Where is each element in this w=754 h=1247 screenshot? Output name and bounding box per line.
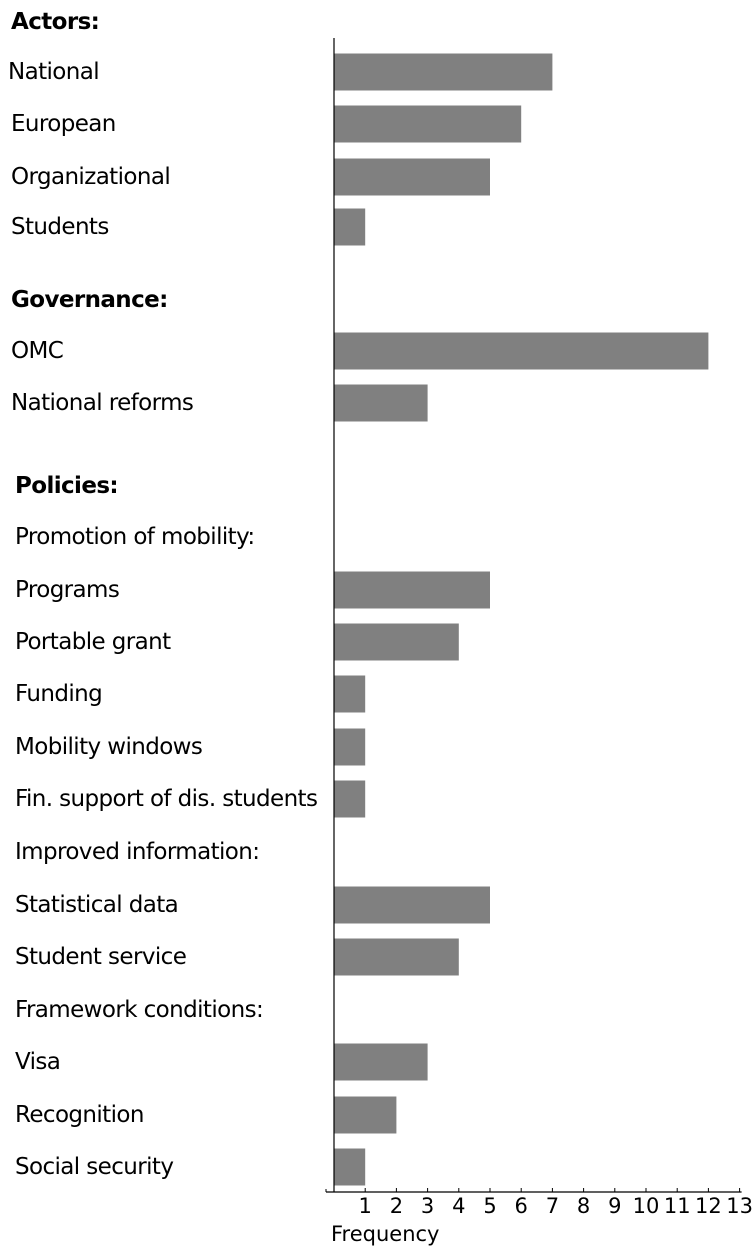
row-label: Actors: [11, 9, 99, 35]
tick-label: 2 [390, 1194, 403, 1218]
tick-label: 7 [546, 1194, 559, 1218]
tick-label: 12 [695, 1194, 722, 1218]
x-axis-title: Frequency [331, 1222, 440, 1246]
bar [334, 332, 709, 370]
bars [334, 53, 709, 1186]
tick-label: 13 [726, 1194, 753, 1218]
row-label: National [8, 59, 99, 85]
row-label: National reforms [11, 390, 193, 416]
row-label: Framework conditions: [15, 997, 263, 1023]
row-label: Social security [15, 1154, 173, 1180]
bar [334, 571, 490, 609]
row-label: Visa [15, 1049, 60, 1075]
row-label: Funding [15, 681, 102, 707]
row-label: Portable grant [15, 629, 171, 655]
bar [334, 384, 428, 422]
row-label: Promotion of mobility: [15, 524, 255, 550]
tick-label: 8 [577, 1194, 590, 1218]
tick-label: 10 [633, 1194, 660, 1218]
row-label: Mobility windows [15, 734, 202, 760]
bar [334, 780, 366, 818]
bar [334, 675, 366, 713]
bar [334, 208, 366, 246]
tick-label: 11 [664, 1194, 691, 1218]
bar [334, 728, 366, 766]
row-label: Fin. support of dis. students [15, 786, 317, 812]
bar [334, 938, 459, 976]
bar [334, 53, 553, 91]
row-label: Statistical data [15, 892, 178, 918]
tick-label: 4 [452, 1194, 465, 1218]
x-axis-ticks: 1 2 3 4 5 6 7 8 9 10 11 12 13 [325, 1188, 753, 1218]
row-label: Policies: [15, 473, 118, 499]
bar [334, 1096, 397, 1134]
row-label: Students [11, 214, 109, 240]
bar [334, 886, 490, 924]
row-label: OMC [11, 338, 63, 364]
tick-label: 6 [515, 1194, 528, 1218]
bar [334, 1148, 366, 1186]
bar [334, 158, 490, 196]
tick-label: 1 [359, 1194, 372, 1218]
row-label: Recognition [15, 1102, 144, 1128]
tick-label: 3 [421, 1194, 434, 1218]
row-label: Student service [15, 944, 186, 970]
row-label: Programs [15, 577, 119, 603]
tick-label: 9 [608, 1194, 621, 1218]
row-label: Organizational [11, 164, 170, 190]
category-labels: Actors: National European Organizational Stu… [8, 9, 318, 1180]
row-label: Improved information: [15, 839, 259, 865]
bar [334, 105, 522, 143]
row-label: Governance: [11, 287, 168, 313]
bar [334, 623, 459, 661]
bar [334, 1043, 428, 1081]
row-label: European [11, 111, 116, 137]
tick-label: 5 [483, 1194, 496, 1218]
